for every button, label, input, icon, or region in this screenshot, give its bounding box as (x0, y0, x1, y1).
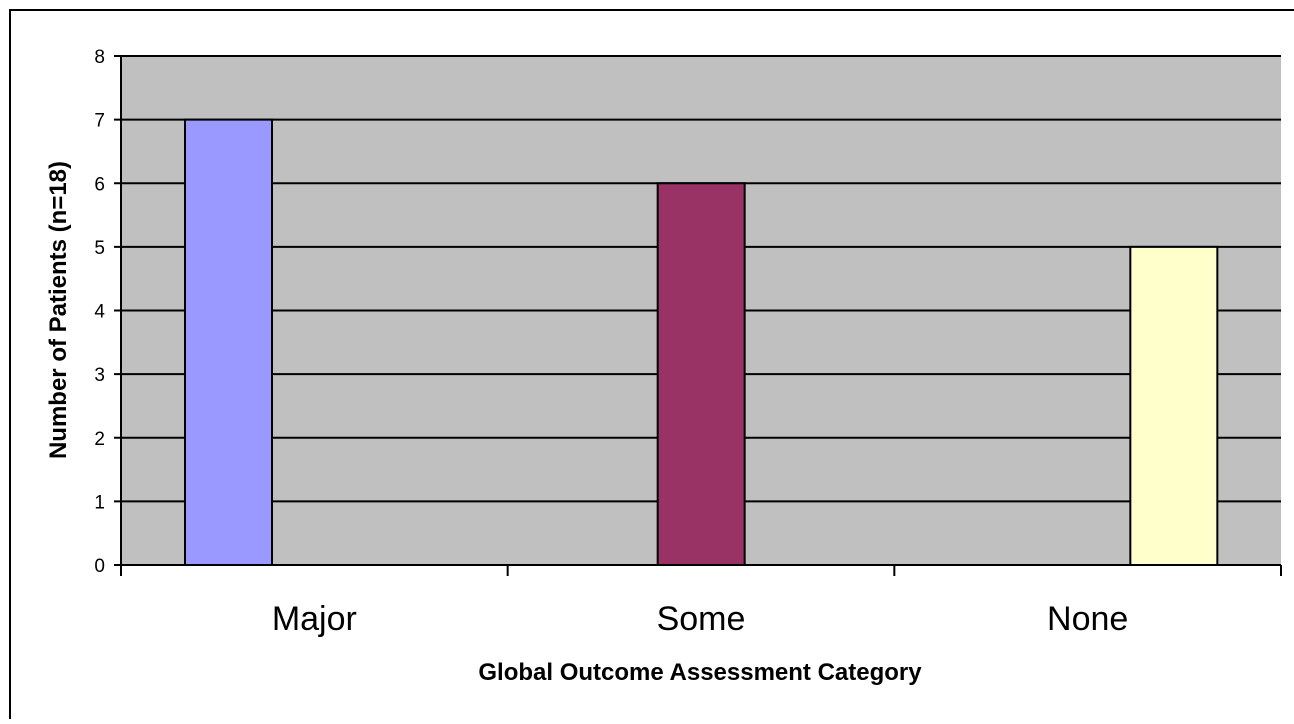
y-tick-labels: 0 1 2 3 4 5 6 7 8 (94, 47, 105, 577)
x-category-label: Some (657, 600, 746, 638)
y-tick-label: 6 (94, 174, 105, 195)
y-tick-label: 7 (94, 111, 105, 132)
x-category-label: None (1047, 600, 1128, 638)
x-tick-labels: Major Some None (272, 600, 1128, 638)
y-axis-title: Number of Patients (n=18) (45, 161, 72, 459)
y-tick-label: 2 (94, 429, 105, 450)
y-tick-label: 0 (94, 556, 105, 577)
bars (184, 118, 1219, 566)
bar-some (656, 182, 746, 566)
y-tick-label: 5 (94, 238, 105, 259)
bar-major (184, 118, 273, 566)
axes (114, 55, 1282, 576)
x-axis-title: Global Outcome Assessment Category (478, 659, 922, 686)
y-tick-label: 4 (94, 302, 105, 323)
y-tick-label: 3 (94, 365, 105, 386)
y-tick-label: 8 (94, 47, 105, 68)
y-tick-label: 1 (94, 492, 105, 513)
bar-none (1129, 245, 1219, 566)
x-category-label: Major (272, 600, 357, 638)
